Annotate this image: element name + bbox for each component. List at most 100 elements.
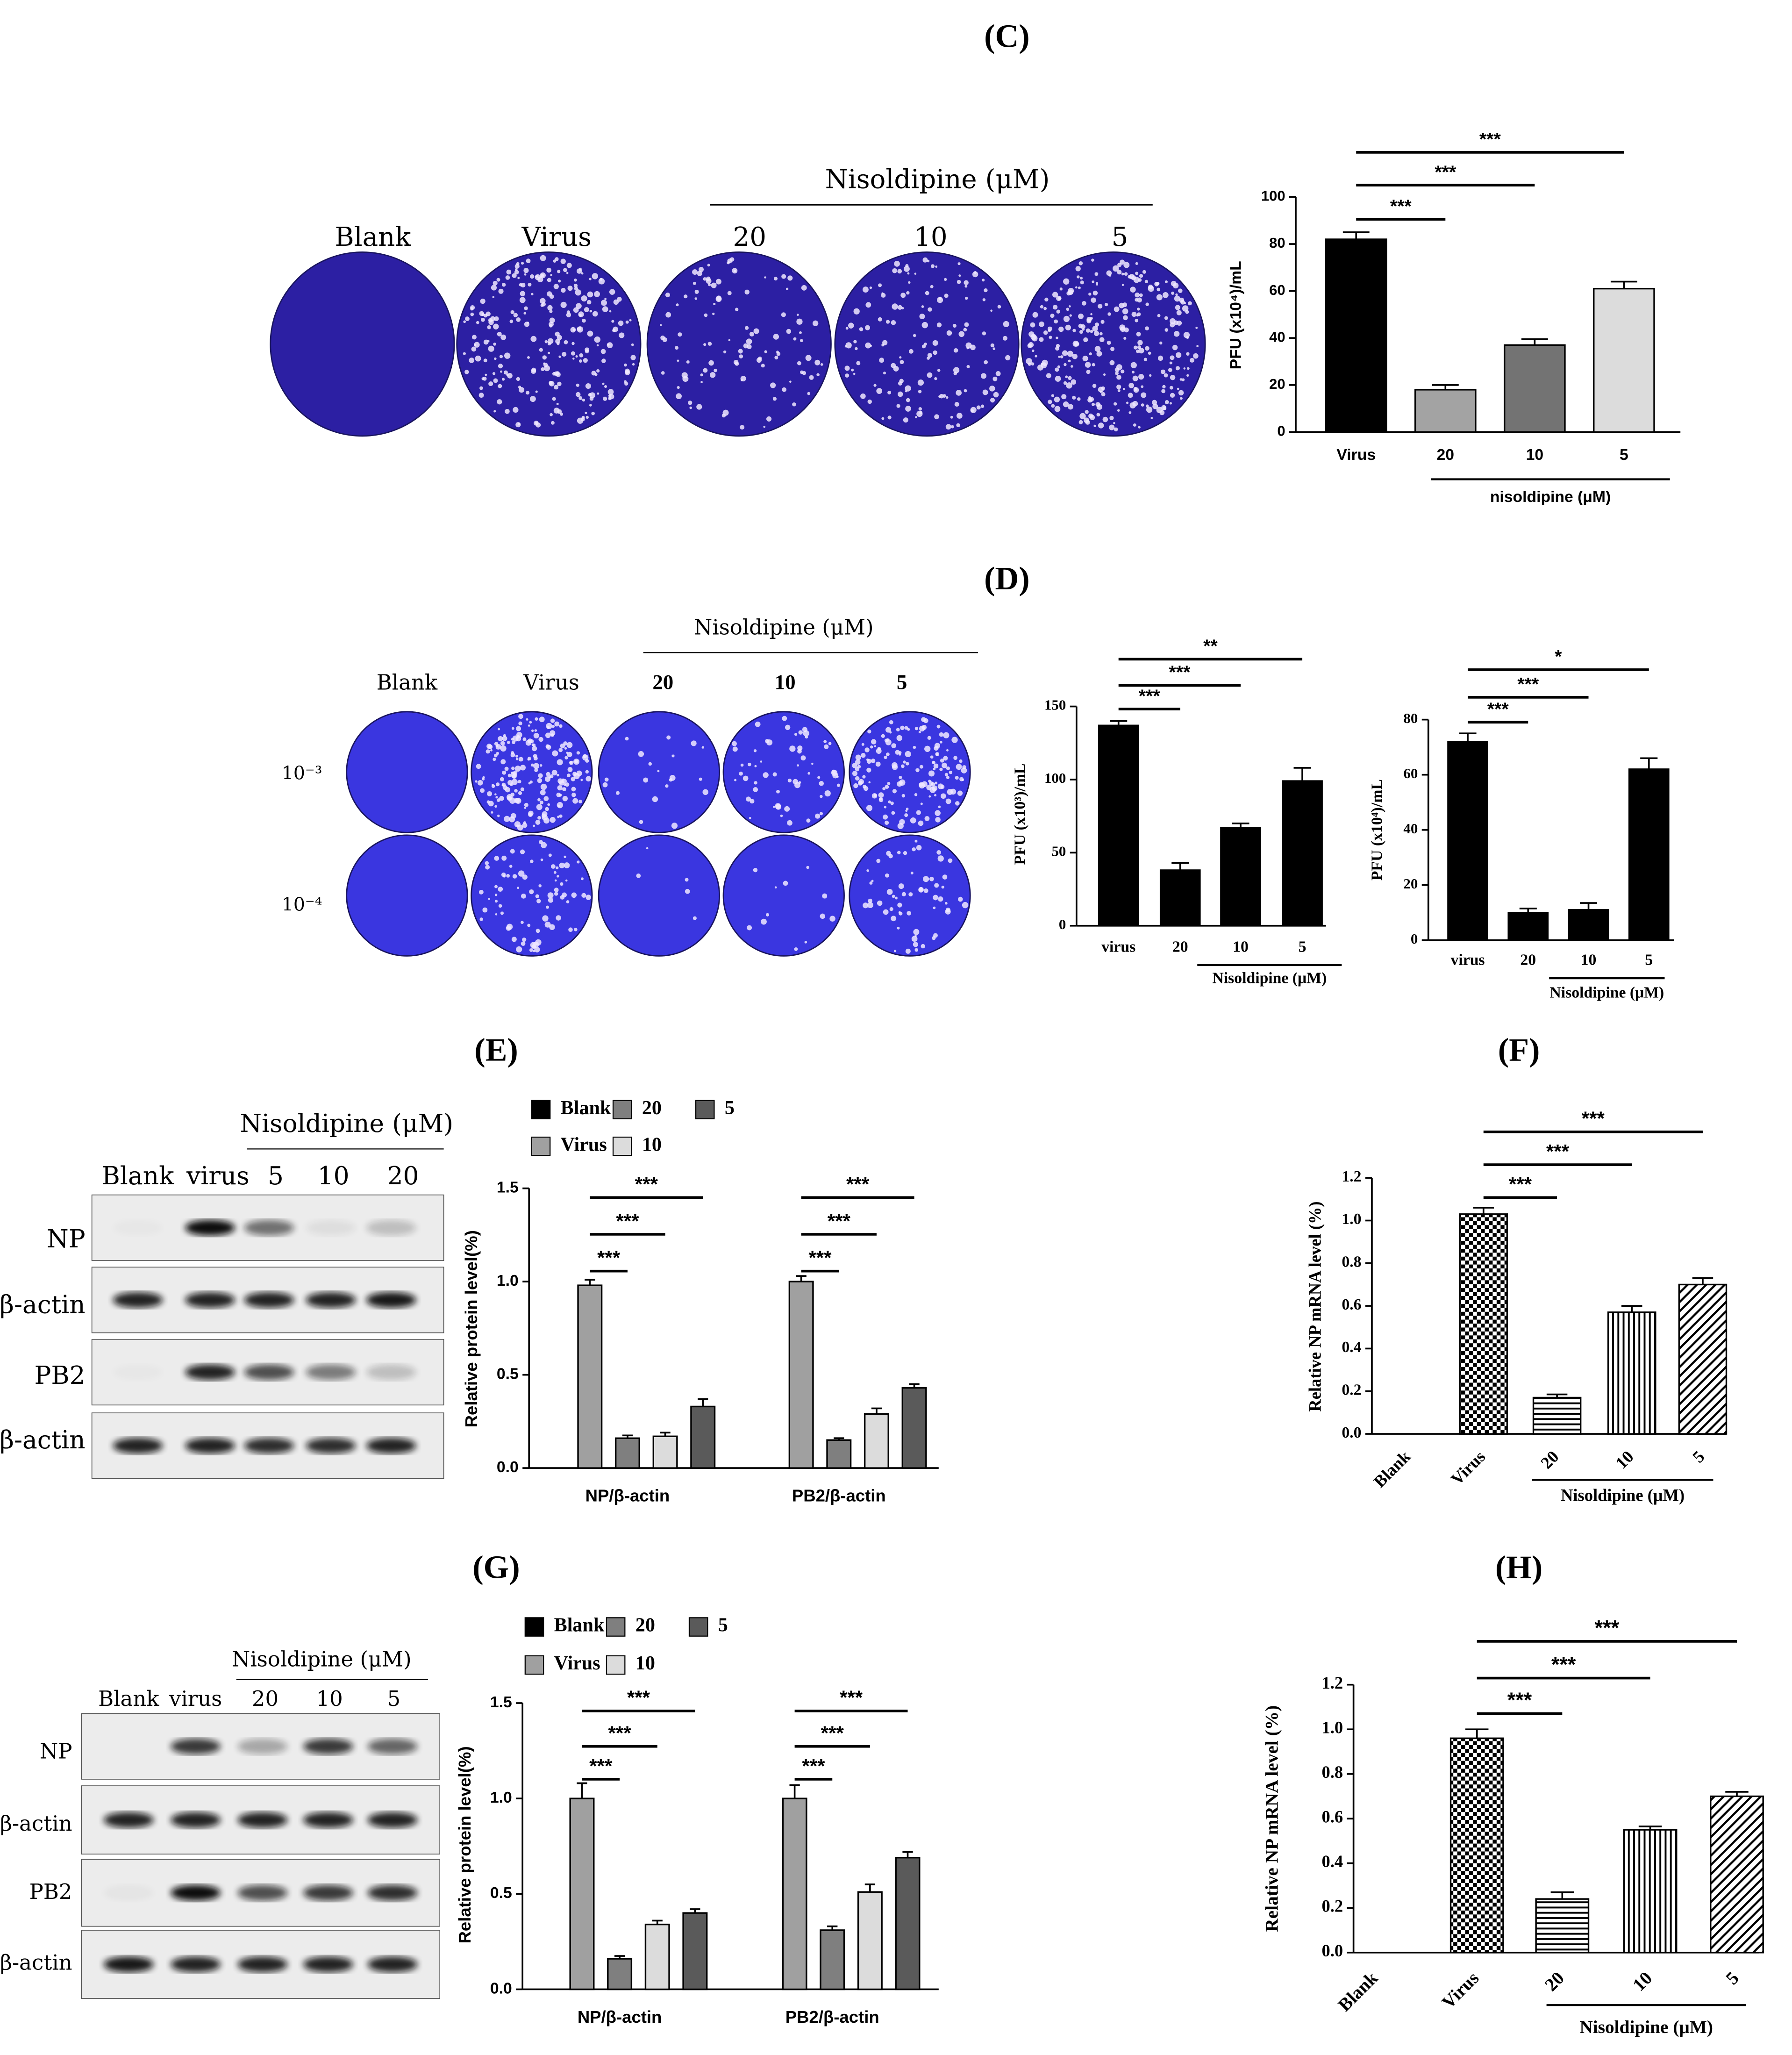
plaque-spot xyxy=(475,355,481,362)
plaque-spot xyxy=(514,789,518,793)
plaque-spot xyxy=(700,381,703,383)
plaque-spot xyxy=(732,268,738,274)
blot-band xyxy=(113,1292,163,1308)
legend-label: 10 xyxy=(642,1133,662,1155)
plaque-spot xyxy=(526,258,531,264)
plaque-spot xyxy=(1136,331,1141,337)
plaque-spot xyxy=(848,322,854,329)
plaque-spot xyxy=(878,797,884,802)
plaque-spot xyxy=(1056,309,1060,314)
plaque-spot xyxy=(1085,362,1091,368)
plaque-spot xyxy=(1164,400,1169,404)
plaque-spot xyxy=(956,764,962,770)
plaque-spot xyxy=(660,335,665,340)
plaque-spot xyxy=(933,350,937,355)
plaque-spot xyxy=(796,318,803,325)
lane-label: 20 xyxy=(252,1686,278,1711)
lane-label: Blank xyxy=(102,1161,174,1190)
plaque-spot xyxy=(624,370,630,375)
plaque-spot xyxy=(521,921,524,924)
plaque-spot xyxy=(804,941,807,944)
plaque-spot xyxy=(964,296,968,300)
plaque-spot xyxy=(638,751,644,757)
plaque-spot xyxy=(503,734,506,737)
plaque-spot xyxy=(875,761,881,767)
plaque-spot xyxy=(896,735,902,741)
plaque-spot xyxy=(787,778,792,783)
plaque-spot xyxy=(1138,426,1141,429)
legend-label: 5 xyxy=(725,1097,735,1119)
plaque-spot xyxy=(578,800,582,803)
y-tick-label: 0.2 xyxy=(1321,1897,1343,1916)
plaque-spot xyxy=(549,324,553,328)
plaque-spot xyxy=(1196,345,1199,347)
plaque-spot xyxy=(527,758,530,761)
plaque-spot xyxy=(518,780,521,784)
plaque-spot xyxy=(585,759,589,763)
plaque-spot xyxy=(500,745,507,752)
blot-band xyxy=(185,1438,235,1454)
plaque-spot xyxy=(939,741,942,744)
plaque-spot xyxy=(535,929,540,933)
plate-label: Virus xyxy=(521,222,592,252)
plaque-spot xyxy=(1091,297,1096,303)
plaque-spot xyxy=(533,824,535,827)
plaque-spot xyxy=(1164,373,1168,378)
plaque-spot xyxy=(471,346,477,352)
plaque-spot xyxy=(578,359,582,363)
plaque-spot xyxy=(565,879,568,882)
plaque-spot xyxy=(921,725,927,730)
plaque-spot xyxy=(944,773,949,777)
plaque-spot xyxy=(539,801,543,805)
plaque-spot xyxy=(806,866,809,869)
group-label: Nisoldipine (μM) xyxy=(232,1647,412,1672)
plaque-spot xyxy=(494,805,497,808)
significance-label: *** xyxy=(589,1755,613,1777)
plaque-spot xyxy=(1066,308,1070,311)
plate-label: 5 xyxy=(897,670,907,694)
plaque-spot xyxy=(676,393,682,400)
legend-swatch xyxy=(524,1655,544,1675)
y-tick-label: 80 xyxy=(1403,710,1418,726)
plaque-spot xyxy=(488,745,493,749)
plaque-spot xyxy=(487,340,490,343)
plaque-spot xyxy=(905,385,911,392)
plaque-spot xyxy=(1179,297,1185,303)
plaque-spot xyxy=(1122,308,1128,315)
plaque-spot xyxy=(1177,387,1179,390)
plaque-spot xyxy=(578,396,583,400)
plaque-spot xyxy=(740,763,744,767)
plaque-spot xyxy=(1088,413,1093,419)
plaque-spot xyxy=(900,293,906,298)
plaque-spot xyxy=(571,777,576,781)
plaque-spot xyxy=(1130,286,1136,293)
plaque-spot xyxy=(828,742,832,745)
plaque-spot xyxy=(506,373,509,376)
plaque-spot xyxy=(861,753,866,758)
plaque-spot xyxy=(524,273,527,276)
significance-label: *** xyxy=(821,1722,844,1744)
plaque-spot xyxy=(1149,374,1152,377)
plaque-spot xyxy=(892,268,897,273)
plaque-spot xyxy=(507,773,512,778)
plaque-spot xyxy=(567,767,573,772)
plaque-spot xyxy=(1109,360,1115,365)
plaque-spot xyxy=(493,280,498,286)
plaque-spot xyxy=(772,397,777,401)
plaque-spot xyxy=(1064,363,1067,366)
plaque-spot xyxy=(927,357,930,360)
plaque-spot xyxy=(517,887,520,889)
plaque-spot xyxy=(548,853,552,857)
plaque-spot xyxy=(584,307,589,313)
plaque-spot xyxy=(560,882,564,886)
plaque-spot xyxy=(494,793,497,795)
plaque-spot xyxy=(805,355,812,361)
plaque-spot xyxy=(786,329,792,334)
blot-band xyxy=(303,1738,353,1754)
plaque-spot xyxy=(780,814,783,817)
plaque-spot xyxy=(936,850,941,855)
lane-label: 5 xyxy=(268,1161,284,1190)
plaque-spot xyxy=(512,273,517,278)
plaque-spot xyxy=(577,860,580,864)
plaque-spot xyxy=(547,892,554,899)
